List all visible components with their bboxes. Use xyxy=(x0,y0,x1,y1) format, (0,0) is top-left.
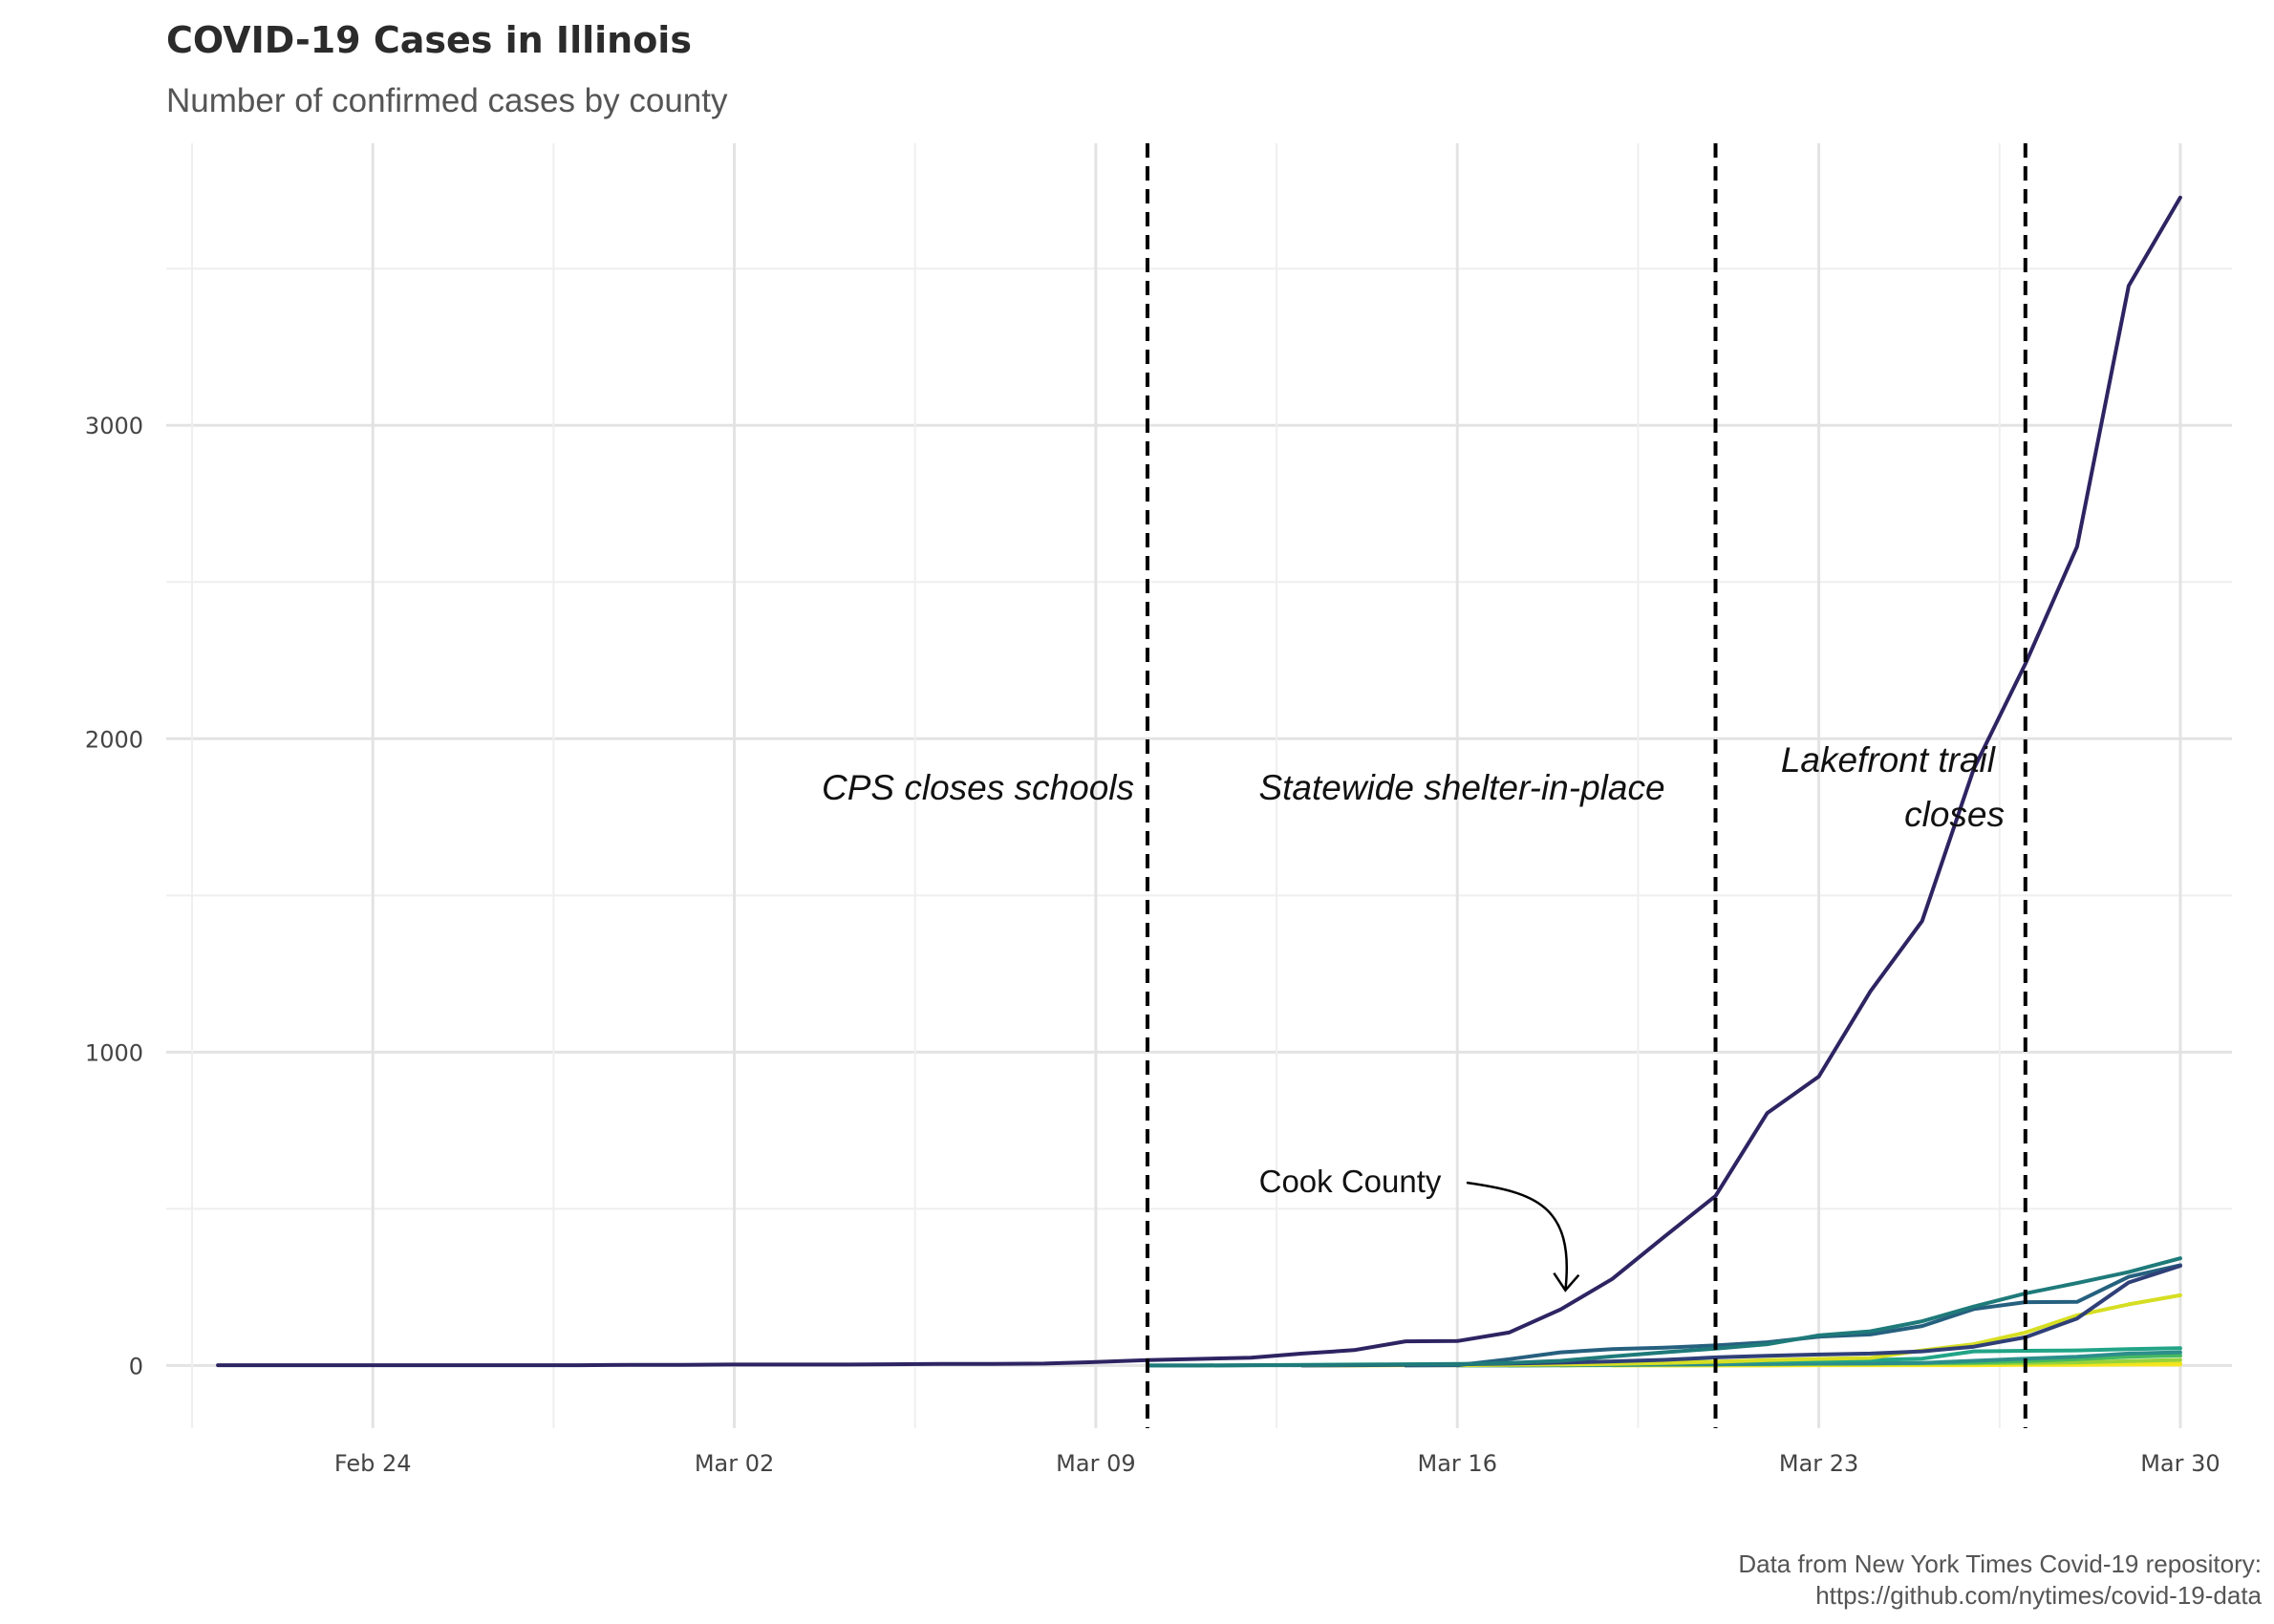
x-tick-label: Mar 02 xyxy=(695,1450,774,1477)
annotation-lakefront-trail-line2: closes xyxy=(1904,795,2005,834)
caption-line-2: https://github.com/nytimes/covid-19-data xyxy=(1815,1581,2262,1610)
x-axis-tick-labels: Feb 24 Mar 02 Mar 09 Mar 16 Mar 23 Mar 30 xyxy=(334,1450,2220,1477)
series-lines xyxy=(216,195,2182,1368)
gridlines xyxy=(166,143,2232,1428)
callout-cook-county-label: Cook County xyxy=(1259,1164,1442,1199)
x-tick-label: Mar 16 xyxy=(1418,1450,1497,1477)
chart-title: COVID-19 Cases in Illinois xyxy=(166,19,692,61)
annotation-lakefront-trail-line1: Lakefront trail xyxy=(1781,740,1997,780)
series-line xyxy=(216,195,2182,1368)
x-tick-label: Feb 24 xyxy=(334,1450,412,1477)
y-tick-label: 3000 xyxy=(85,413,143,439)
callout-arrowhead-icon xyxy=(1553,1271,1580,1293)
caption-line-1: Data from New York Times Covid-19 reposi… xyxy=(1738,1549,2262,1578)
annotation-statewide-shelter-in-place: Statewide shelter-in-place xyxy=(1258,768,1664,807)
chart-subtitle: Number of confirmed cases by county xyxy=(166,82,728,119)
y-tick-label: 2000 xyxy=(85,726,143,753)
annotation-cps-closes-schools: CPS closes schools xyxy=(822,768,1134,807)
x-tick-label: Mar 23 xyxy=(1779,1450,1858,1477)
y-tick-label: 1000 xyxy=(85,1039,143,1066)
y-axis-tick-labels: 0 1000 2000 3000 xyxy=(85,413,143,1379)
callout-arrow xyxy=(1466,1181,1568,1291)
event-lines xyxy=(1145,143,2027,1428)
y-tick-label: 0 xyxy=(129,1353,143,1379)
series-line xyxy=(1146,1256,2182,1368)
x-tick-label: Mar 30 xyxy=(2140,1450,2220,1477)
x-tick-label: Mar 09 xyxy=(1056,1450,1135,1477)
